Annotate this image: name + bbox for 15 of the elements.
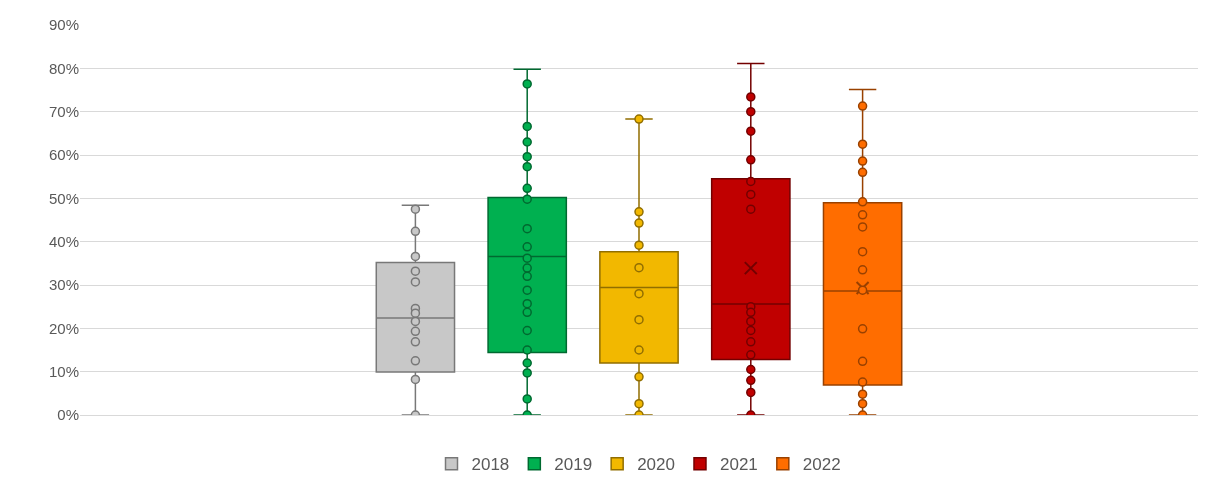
legend-label: 2022 (802, 455, 841, 475)
y-tick-label: 50% (48, 189, 79, 207)
legend-label: 2021 (719, 455, 758, 475)
legend-label: 2018 (471, 455, 510, 475)
y-tick-label: 10% (48, 362, 79, 380)
y-tick-label: 60% (48, 146, 79, 164)
y-tick-label: 40% (48, 232, 79, 250)
y-tick-label: 20% (48, 319, 79, 337)
legend-label: 2020 (637, 455, 675, 475)
y-tick-label: 70% (48, 102, 79, 120)
y-tick-label: 90% (48, 16, 79, 34)
y-tick-label: 80% (48, 59, 79, 77)
y-tick-label: 0% (57, 406, 79, 424)
y-tick-label: 30% (48, 276, 79, 294)
legend-label: 2019 (554, 455, 593, 475)
